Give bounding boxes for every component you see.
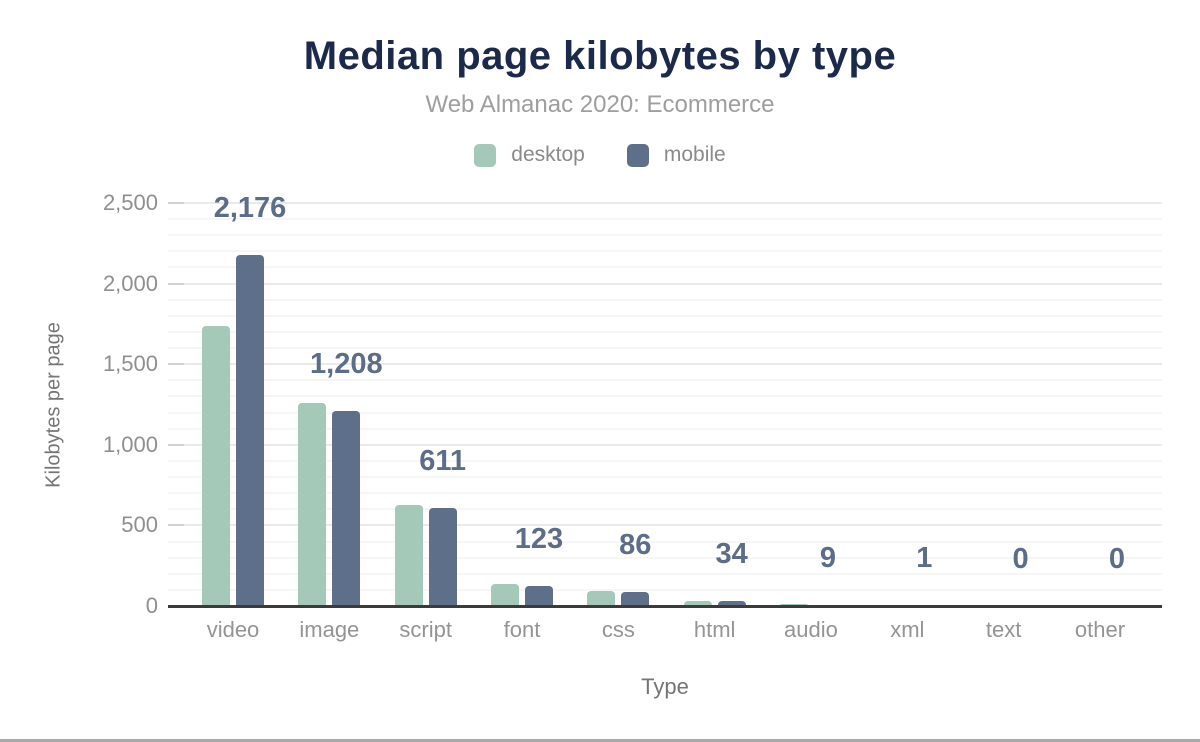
- x-tick-label-xml: xml: [890, 617, 925, 642]
- major-gridline: [168, 524, 1162, 527]
- x-tick-label-audio: audio: [784, 617, 838, 642]
- x-tick-label-html: html: [693, 617, 736, 642]
- bar-mobile-css: [621, 592, 650, 606]
- y-tick-label: 2,500: [102, 190, 158, 215]
- data-label-video: 2,176: [213, 192, 287, 225]
- minor-gridline: [168, 411, 1162, 414]
- y-tick-label: 1,500: [102, 351, 158, 377]
- minor-gridline: [168, 379, 1162, 382]
- y-tick-label: 2,000: [102, 270, 158, 296]
- x-axis-title: Type: [641, 674, 689, 699]
- y-tick-mark: [168, 524, 184, 527]
- y-axis-title: Kilobytes per page: [42, 322, 65, 488]
- minor-gridline: [168, 508, 1162, 511]
- legend-item-mobile: mobile: [626, 143, 726, 167]
- x-tick-label-image: image: [299, 617, 360, 642]
- major-gridline: [168, 202, 1162, 204]
- y-tick-label: 0: [145, 593, 158, 618]
- data-label-audio: 9: [819, 541, 837, 574]
- data-label-text: 0: [1012, 543, 1029, 575]
- minor-gridline: [168, 588, 1162, 591]
- data-label-font: 123: [514, 523, 564, 556]
- bar-desktop-css: [587, 591, 616, 606]
- minor-gridline: [168, 330, 1162, 333]
- data-label-image: 1,208: [310, 348, 383, 381]
- minor-gridline: [168, 395, 1162, 398]
- x-tick-label-text: text: [985, 617, 1022, 642]
- minor-gridline: [168, 476, 1162, 479]
- bar-desktop-audio: [779, 603, 808, 606]
- bar-desktop-image: [298, 402, 327, 606]
- data-label-other: 0: [1108, 543, 1126, 575]
- bar-mobile-video: [236, 255, 264, 606]
- minor-gridline: [168, 218, 1162, 221]
- bar-mobile-html: [717, 600, 746, 606]
- minor-gridline: [168, 314, 1162, 317]
- x-axis-line: [168, 605, 1162, 608]
- minor-gridline: [168, 556, 1162, 559]
- bar-mobile-script: [428, 507, 457, 606]
- minor-gridline: [168, 572, 1162, 575]
- legend-label: desktop: [511, 143, 585, 166]
- y-tick-mark: [168, 363, 184, 366]
- bar-desktop-html: [683, 601, 712, 606]
- mobile-swatch-icon: [626, 143, 649, 167]
- legend-label: mobile: [663, 143, 726, 166]
- bar-desktop-video: [202, 325, 230, 606]
- data-label-css: 86: [619, 529, 652, 562]
- bar-desktop-font: [490, 584, 519, 606]
- minor-gridline: [168, 492, 1162, 495]
- data-label-xml: 1: [916, 541, 933, 574]
- minor-gridline: [168, 427, 1162, 430]
- minor-gridline: [168, 298, 1162, 301]
- minor-gridline: [168, 540, 1162, 543]
- major-gridline: [168, 282, 1162, 285]
- desktop-swatch-icon: [474, 143, 497, 167]
- minor-gridline: [168, 250, 1162, 253]
- data-label-script: 611: [419, 444, 467, 477]
- y-tick-mark: [168, 282, 184, 285]
- bar-mobile-font: [524, 586, 553, 606]
- major-gridline: [168, 363, 1162, 366]
- bar-mobile-image: [332, 411, 361, 606]
- minor-gridline: [168, 234, 1162, 237]
- x-tick-label-video: video: [206, 617, 260, 642]
- minor-gridline: [168, 459, 1162, 462]
- y-tick-label: 500: [121, 512, 158, 538]
- y-tick-mark: [168, 202, 184, 204]
- bar-desktop-script: [394, 505, 423, 606]
- legend: desktop mobile: [0, 143, 1200, 167]
- data-label-html: 34: [715, 537, 748, 570]
- y-tick-label: 1,000: [102, 431, 158, 457]
- chart-subtitle: Web Almanac 2020: Ecommerce: [425, 91, 775, 118]
- x-tick-label-font: font: [503, 617, 541, 642]
- x-tick-label-css: css: [601, 617, 635, 642]
- minor-gridline: [168, 266, 1162, 269]
- x-tick-label-script: script: [399, 617, 452, 642]
- minor-gridline: [168, 347, 1162, 350]
- x-tick-label-other: other: [1074, 617, 1126, 642]
- chart-title: Median page kilobytes by type: [303, 34, 897, 78]
- legend-item-desktop: desktop: [474, 143, 585, 167]
- y-tick-mark: [168, 443, 184, 446]
- major-gridline: [168, 443, 1162, 446]
